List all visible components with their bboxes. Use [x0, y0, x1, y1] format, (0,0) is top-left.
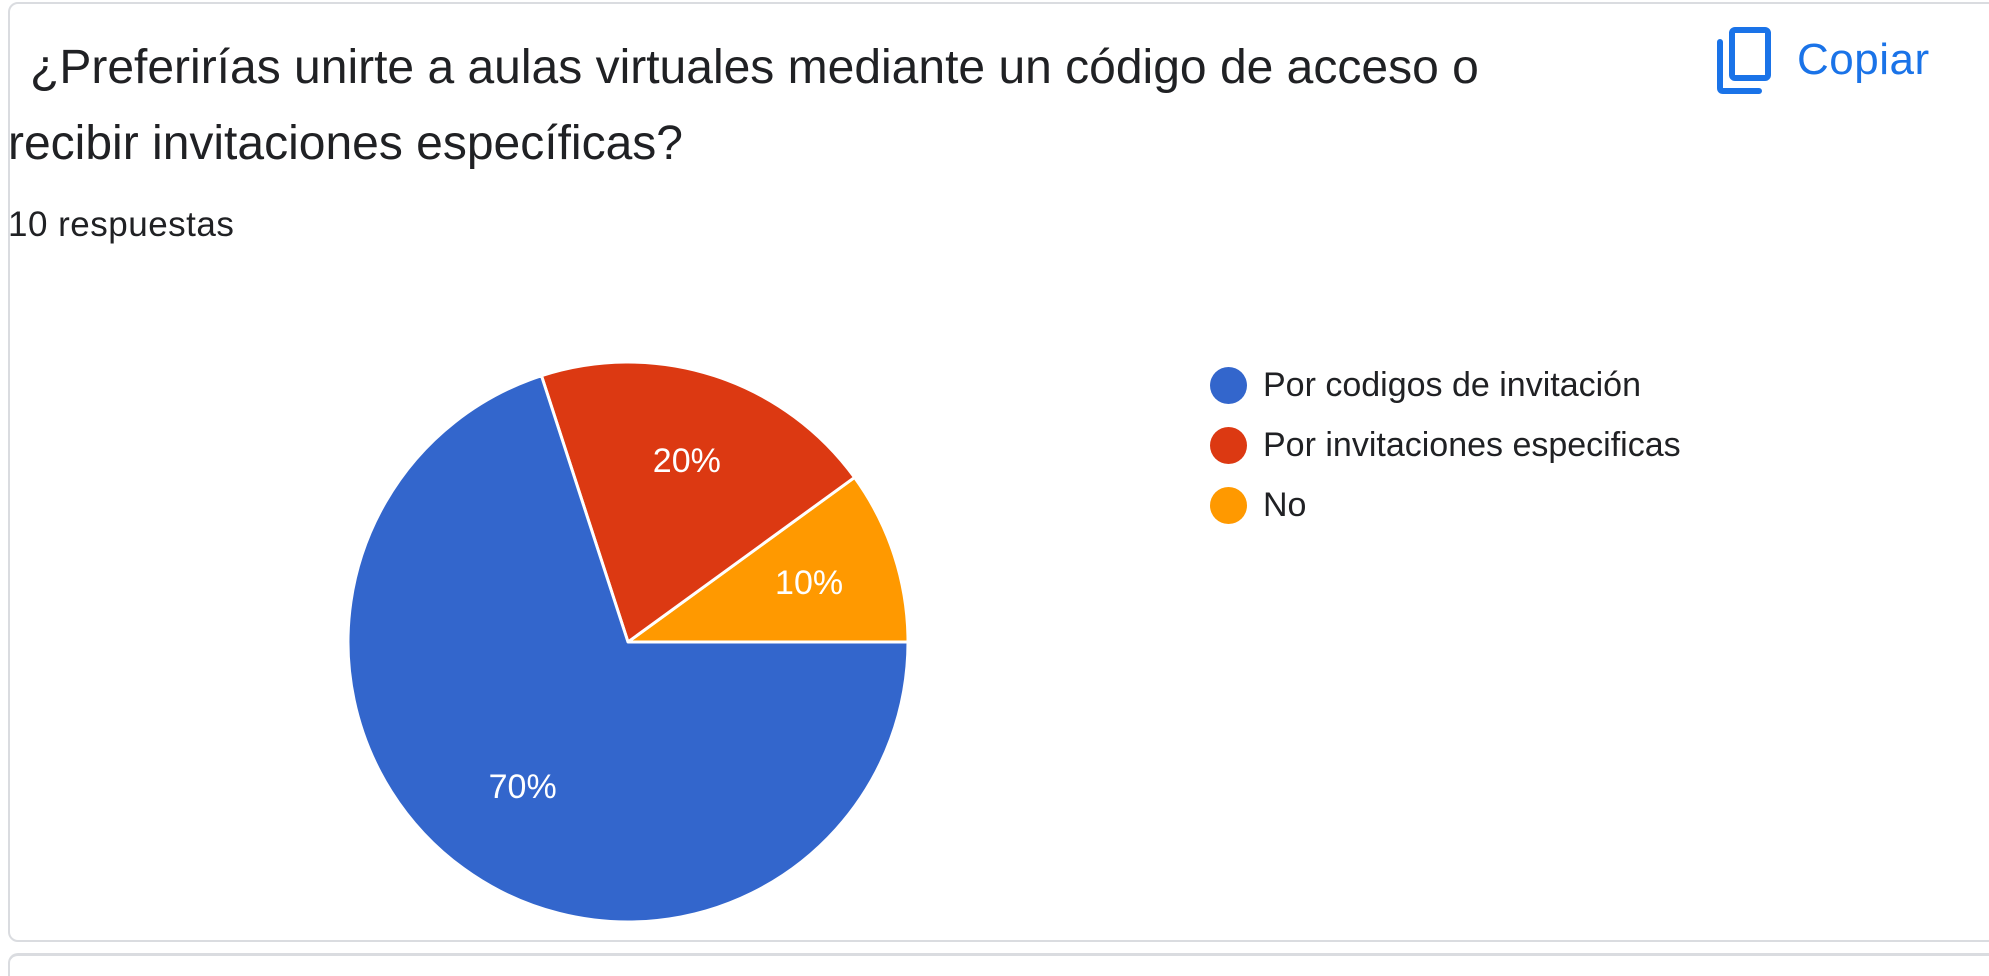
slice-value-label: 10% [775, 564, 843, 602]
copy-button-label: Copiar [1797, 35, 1930, 84]
legend-swatch [1210, 366, 1247, 404]
pie-chart: 10% 20% 70% [346, 360, 910, 924]
legend-label: Por invitaciones especificas [1263, 425, 1681, 464]
legend-item-por-codigos-de-invitacion[interactable]: Por codigos de invitación [1210, 355, 1681, 415]
slice-value-label: 70% [489, 768, 557, 806]
pie-slice-no[interactable] [626, 475, 910, 644]
legend-item-por-invitaciones-especificas[interactable]: Por invitaciones especificas [1210, 415, 1681, 475]
chart-legend: Por codigos de invitación Por invitacione… [1210, 355, 1681, 535]
question-title: ¿Preferirías unirte a aulas virtuales me… [8, 41, 1479, 170]
legend-label: Por codigos de invitación [1263, 365, 1642, 404]
pie-slice-por-invitaciones-especificas[interactable] [539, 360, 857, 644]
copy-icon [1717, 27, 1771, 94]
response-count: 10 respuestas [8, 205, 235, 244]
legend-label: No [1263, 485, 1307, 524]
legend-swatch [1210, 426, 1247, 464]
chart-card [8, 2, 1989, 942]
pie-slice-por-codigos-de-invitacion[interactable] [346, 374, 910, 924]
legend-item-no[interactable]: No [1210, 475, 1681, 535]
legend-swatch [1210, 486, 1247, 524]
copy-button[interactable]: Copiar [1715, 24, 1930, 96]
slice-value-label: 20% [653, 442, 721, 480]
